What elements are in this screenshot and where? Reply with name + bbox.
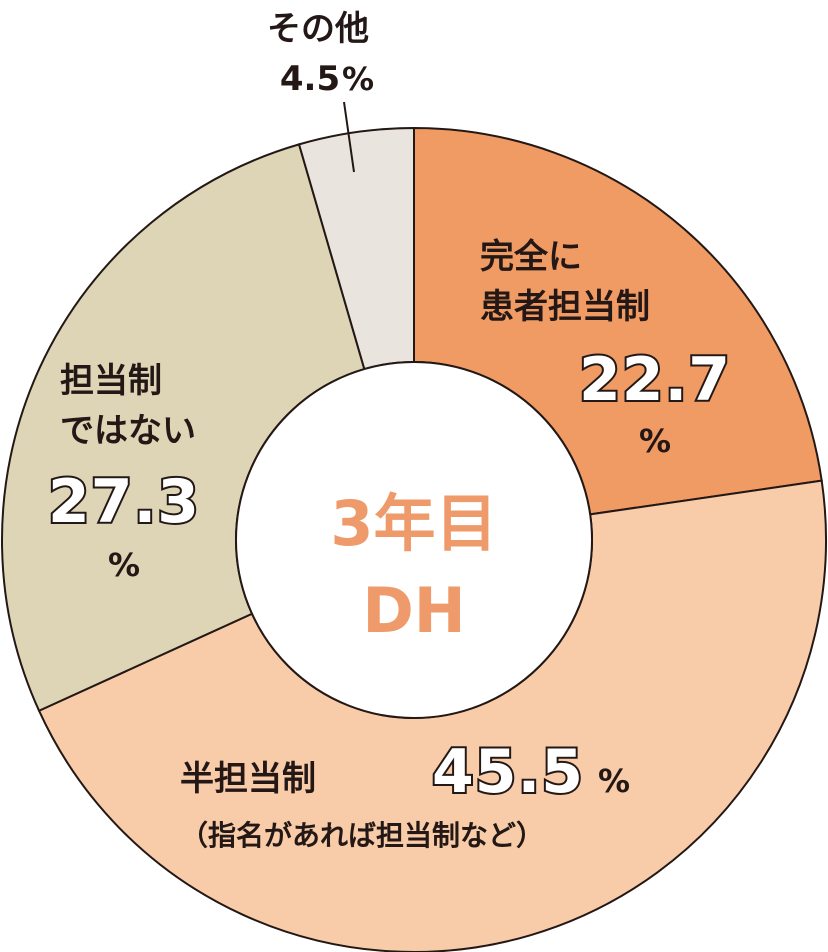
slice-value-half: 45.5 — [432, 737, 584, 807]
slice-unit-other: % — [342, 60, 374, 98]
slice-label-none-line2: ではない — [60, 411, 196, 451]
donut-slices — [1, 126, 827, 952]
center-subtitle: DH — [362, 574, 465, 647]
slice-label-full-line2: 患者担当制 — [480, 287, 650, 327]
slice-label-full-line1: 完全に — [480, 237, 582, 277]
slice-value-full: 22.7 — [579, 345, 731, 415]
center-title: 3年目 — [330, 487, 497, 560]
donut-hole — [235, 361, 593, 719]
slice-label-other: その他 — [267, 9, 369, 49]
slice-label-half-line2: （指名があれば担当制など） — [180, 819, 544, 852]
slice-value-other: 4.5 — [280, 59, 340, 99]
slice-label-none-line1: 担当制 — [60, 361, 162, 401]
slice-unit-none: % — [108, 546, 140, 584]
other-leader-line — [343, 101, 355, 173]
slice-unit-full: % — [639, 422, 671, 460]
slice-value-none: 27.3 — [48, 467, 200, 537]
slice-unit-half: % — [598, 762, 630, 800]
slice-label-half-line1: 半担当制 — [180, 759, 316, 799]
